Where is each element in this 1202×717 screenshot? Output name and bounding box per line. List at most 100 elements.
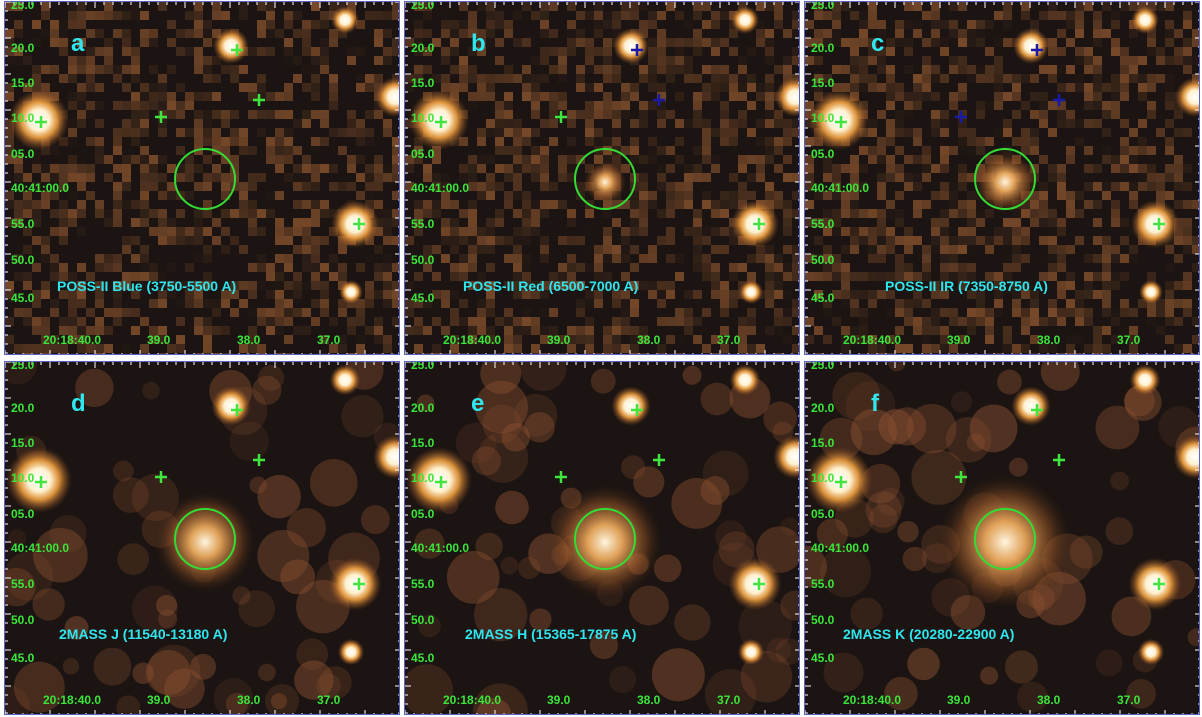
dec-label: 15.0 bbox=[411, 76, 435, 90]
dec-label: 25.0 bbox=[811, 361, 835, 372]
dec-label: 25.0 bbox=[811, 1, 835, 12]
target-emission bbox=[547, 484, 663, 600]
panel-letter: e bbox=[471, 390, 485, 417]
panel-caption: POSS-II Blue (3750-5500 A) bbox=[57, 278, 237, 294]
star-edge bbox=[1175, 77, 1199, 117]
image-panel-f: f 2MASS K (20280-22900 A) 25.0 20.0 15.0 10… bbox=[804, 361, 1200, 715]
marker-cross bbox=[155, 471, 167, 483]
dec-label: 45.0 bbox=[411, 651, 435, 665]
ra-label: 37.0 bbox=[1117, 333, 1141, 347]
marker-cross bbox=[835, 476, 847, 488]
star-top bbox=[1011, 386, 1051, 426]
ra-label: 20:18:40.0 bbox=[843, 693, 902, 707]
dec-label: 45.0 bbox=[411, 291, 435, 305]
marker-cross bbox=[253, 94, 265, 106]
panel-letter: a bbox=[71, 30, 85, 57]
dec-label: 10.0 bbox=[411, 111, 435, 125]
dec-label: 25.0 bbox=[11, 361, 35, 372]
star-bottom bbox=[739, 280, 763, 304]
dec-label: 55.0 bbox=[11, 217, 35, 231]
ra-label: 38.0 bbox=[1037, 693, 1061, 707]
dec-label: 20.0 bbox=[11, 41, 35, 55]
star-bottom bbox=[1137, 638, 1165, 666]
marker-cross bbox=[955, 111, 967, 123]
dec-label: 20.0 bbox=[411, 41, 435, 55]
dec-label: 40:41:00.0 bbox=[411, 181, 470, 195]
marker-cross bbox=[955, 471, 967, 483]
star-corner bbox=[1129, 364, 1161, 396]
ra-label: 37.0 bbox=[717, 333, 741, 347]
panel-letter: f bbox=[871, 390, 879, 417]
target-emission bbox=[154, 491, 256, 593]
panel-letter: c bbox=[871, 30, 885, 57]
panel-caption: POSS-II IR (7350-8750 A) bbox=[885, 278, 1048, 294]
dec-label: 50.0 bbox=[11, 253, 35, 267]
dec-label: 50.0 bbox=[11, 613, 35, 627]
image-panel-a: a POSS-II Blue (3750-5500 A) 25.0 20.0 15.… bbox=[4, 1, 400, 355]
marker-cross bbox=[155, 111, 167, 123]
dec-label: 05.0 bbox=[411, 507, 435, 521]
ra-label: 39.0 bbox=[147, 693, 171, 707]
ra-label: 39.0 bbox=[147, 333, 171, 347]
star-top bbox=[211, 386, 251, 426]
star-top bbox=[213, 28, 249, 64]
target-circle bbox=[174, 148, 236, 210]
star-corner bbox=[329, 364, 361, 396]
dec-label: 40:41:00.0 bbox=[11, 181, 70, 195]
dec-label: 05.0 bbox=[811, 147, 835, 161]
ra-label: 39.0 bbox=[947, 333, 971, 347]
dec-label: 50.0 bbox=[811, 253, 835, 267]
marker-cross bbox=[353, 218, 365, 230]
ra-label: 38.0 bbox=[237, 333, 261, 347]
ra-label: 39.0 bbox=[547, 333, 571, 347]
star-left bbox=[406, 447, 472, 513]
ra-label: 39.0 bbox=[547, 693, 571, 707]
sky-image bbox=[405, 362, 799, 714]
marker-cross bbox=[1053, 94, 1065, 106]
sky-image bbox=[405, 2, 799, 354]
dec-label: 10.0 bbox=[811, 111, 835, 125]
ra-label: 37.0 bbox=[317, 693, 341, 707]
sky-image bbox=[5, 362, 399, 714]
target-circle bbox=[574, 148, 636, 210]
dec-label: 55.0 bbox=[811, 217, 835, 231]
target-circle bbox=[174, 508, 236, 570]
dec-label: 25.0 bbox=[411, 1, 435, 12]
star-bottom bbox=[737, 638, 765, 666]
star-corner bbox=[731, 6, 759, 34]
dec-label: 45.0 bbox=[811, 651, 835, 665]
sky-image bbox=[805, 2, 1199, 354]
marker-cross bbox=[231, 404, 243, 416]
target-circle bbox=[974, 148, 1036, 210]
star-left bbox=[806, 447, 872, 513]
ra-label: 38.0 bbox=[237, 693, 261, 707]
star-top bbox=[611, 386, 651, 426]
star-edge bbox=[775, 77, 799, 117]
dec-label: 20.0 bbox=[811, 41, 835, 55]
marker-cross bbox=[631, 404, 643, 416]
marker-cross bbox=[1053, 454, 1065, 466]
target-emission bbox=[937, 474, 1073, 610]
star-corner bbox=[729, 364, 761, 396]
ra-label: 20:18:40.0 bbox=[843, 333, 902, 347]
star-left bbox=[9, 90, 69, 150]
marker-cross bbox=[753, 218, 765, 230]
marker-cross bbox=[1153, 578, 1165, 590]
panel-caption: 2MASS H (15365-17875 A) bbox=[465, 626, 637, 642]
dec-label: 20.0 bbox=[411, 401, 435, 415]
ra-label: 37.0 bbox=[317, 333, 341, 347]
dec-label: 40:41:00.0 bbox=[811, 181, 870, 195]
marker-cross bbox=[753, 578, 765, 590]
marker-cross bbox=[231, 44, 243, 56]
marker-cross bbox=[555, 471, 567, 483]
star-corner bbox=[331, 6, 359, 34]
dec-label: 15.0 bbox=[11, 76, 35, 90]
sky-image bbox=[5, 2, 399, 354]
panel-letter: b bbox=[471, 30, 486, 57]
dec-label: 10.0 bbox=[811, 471, 835, 485]
dec-label: 10.0 bbox=[11, 111, 35, 125]
star-corner bbox=[1131, 6, 1159, 34]
dec-label: 40:41:00.0 bbox=[11, 541, 70, 555]
marker-cross bbox=[253, 454, 265, 466]
